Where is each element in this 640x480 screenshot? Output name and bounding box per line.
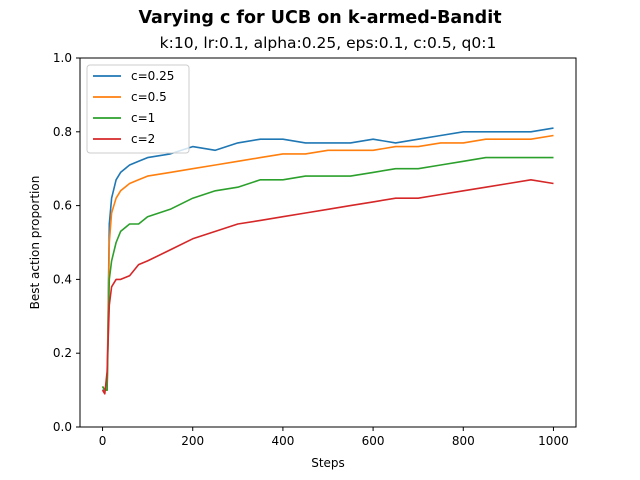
series-line-2 xyxy=(101,156,554,391)
x-tick-label: 400 xyxy=(271,434,294,448)
y-tick-label: 0.4 xyxy=(53,272,72,286)
y-axis-label: Best action proportion xyxy=(28,176,42,310)
chart-title: Varying c for UCB on k-armed-Bandit xyxy=(138,8,502,28)
legend: c=0.25 c=0.5 c=1 c=2 xyxy=(86,64,190,154)
x-tick-label: 1000 xyxy=(538,434,569,448)
y-tick-label: 0.8 xyxy=(53,125,72,139)
chart-subtitle: k:10, lr:0.1, alpha:0.25, eps:0.1, c:0.5… xyxy=(159,34,497,52)
legend-label-2: c=1 xyxy=(131,111,155,125)
legend-label-3: c=2 xyxy=(131,132,155,146)
x-axis: 0 200 400 600 800 1000 xyxy=(99,427,569,448)
y-axis: 0.0 0.2 0.4 0.6 0.8 1.0 xyxy=(53,51,80,434)
legend-label-1: c=0.5 xyxy=(131,90,167,104)
y-tick-label: 0.0 xyxy=(53,420,72,434)
x-tick-label: 200 xyxy=(181,434,204,448)
x-tick-label: 0 xyxy=(99,434,107,448)
series-layer xyxy=(101,127,554,395)
y-tick-label: 0.6 xyxy=(53,199,72,213)
axes-frame xyxy=(79,57,577,428)
y-tick-label: 1.0 xyxy=(53,51,72,65)
legend-box xyxy=(86,64,190,154)
series-line-0 xyxy=(102,127,554,391)
x-axis-label: Steps xyxy=(311,456,345,470)
x-tick-label: 800 xyxy=(452,434,475,448)
x-tick-label: 600 xyxy=(362,434,385,448)
y-tick-label: 0.2 xyxy=(53,346,72,360)
legend-label-0: c=0.25 xyxy=(131,69,174,83)
series-line-1 xyxy=(101,134,554,391)
series-line-3 xyxy=(101,179,554,395)
